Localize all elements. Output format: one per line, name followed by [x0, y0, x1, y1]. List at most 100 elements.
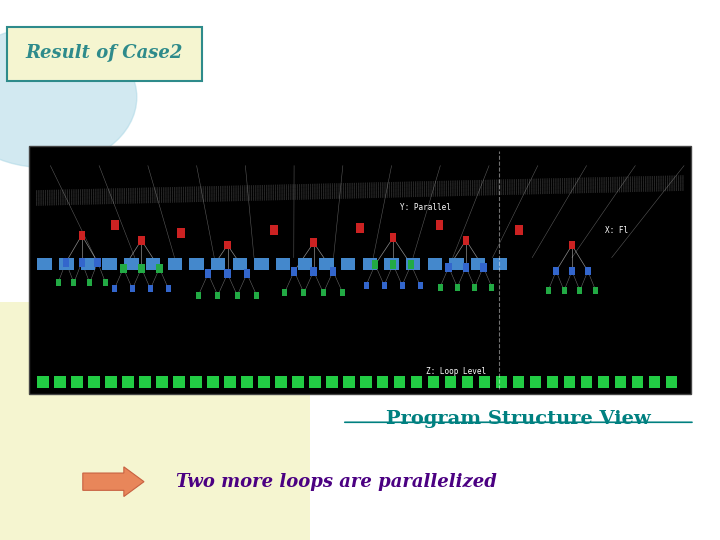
FancyBboxPatch shape [120, 264, 127, 273]
FancyBboxPatch shape [438, 284, 443, 291]
FancyBboxPatch shape [321, 289, 326, 296]
FancyBboxPatch shape [233, 258, 247, 270]
FancyBboxPatch shape [177, 228, 185, 238]
FancyBboxPatch shape [105, 376, 117, 388]
FancyBboxPatch shape [382, 282, 387, 289]
FancyBboxPatch shape [615, 376, 626, 388]
FancyBboxPatch shape [321, 289, 326, 296]
FancyBboxPatch shape [37, 376, 49, 388]
FancyBboxPatch shape [585, 267, 591, 275]
FancyBboxPatch shape [562, 287, 567, 294]
FancyBboxPatch shape [480, 263, 487, 272]
FancyBboxPatch shape [343, 376, 354, 388]
FancyBboxPatch shape [471, 258, 485, 270]
FancyBboxPatch shape [189, 258, 204, 270]
FancyBboxPatch shape [577, 287, 582, 294]
FancyBboxPatch shape [341, 258, 356, 270]
FancyBboxPatch shape [59, 258, 73, 270]
FancyBboxPatch shape [390, 233, 397, 242]
FancyBboxPatch shape [418, 282, 423, 289]
FancyBboxPatch shape [309, 376, 320, 388]
FancyBboxPatch shape [89, 376, 100, 388]
FancyBboxPatch shape [254, 292, 259, 299]
FancyBboxPatch shape [102, 258, 117, 270]
FancyBboxPatch shape [270, 225, 278, 235]
FancyBboxPatch shape [282, 289, 287, 296]
FancyBboxPatch shape [562, 287, 567, 294]
FancyBboxPatch shape [463, 236, 469, 245]
FancyBboxPatch shape [78, 231, 85, 240]
FancyArrow shape [83, 467, 144, 497]
FancyBboxPatch shape [166, 285, 171, 292]
FancyBboxPatch shape [569, 267, 575, 275]
FancyBboxPatch shape [241, 376, 253, 388]
FancyBboxPatch shape [363, 258, 377, 270]
FancyBboxPatch shape [569, 241, 575, 249]
FancyBboxPatch shape [593, 287, 598, 294]
FancyBboxPatch shape [665, 376, 677, 388]
FancyBboxPatch shape [326, 376, 338, 388]
FancyBboxPatch shape [411, 376, 423, 388]
FancyBboxPatch shape [496, 376, 508, 388]
FancyBboxPatch shape [276, 258, 290, 270]
FancyBboxPatch shape [428, 258, 442, 270]
FancyBboxPatch shape [190, 376, 202, 388]
FancyBboxPatch shape [63, 258, 69, 267]
FancyBboxPatch shape [400, 282, 405, 289]
FancyBboxPatch shape [330, 267, 336, 275]
FancyBboxPatch shape [87, 279, 92, 286]
FancyBboxPatch shape [130, 285, 135, 292]
FancyBboxPatch shape [225, 269, 230, 278]
FancyBboxPatch shape [446, 263, 452, 272]
FancyBboxPatch shape [310, 238, 317, 247]
FancyBboxPatch shape [390, 260, 397, 269]
FancyBboxPatch shape [138, 264, 145, 273]
FancyBboxPatch shape [146, 258, 161, 270]
FancyBboxPatch shape [302, 289, 307, 296]
FancyBboxPatch shape [530, 376, 541, 388]
FancyBboxPatch shape [275, 376, 287, 388]
FancyBboxPatch shape [577, 287, 582, 294]
Text: Y: Parallel: Y: Parallel [400, 204, 451, 212]
FancyBboxPatch shape [148, 285, 153, 292]
FancyBboxPatch shape [204, 269, 212, 278]
FancyBboxPatch shape [111, 220, 119, 230]
FancyBboxPatch shape [394, 376, 405, 388]
FancyBboxPatch shape [156, 264, 163, 273]
FancyBboxPatch shape [292, 376, 304, 388]
FancyBboxPatch shape [463, 263, 469, 272]
FancyBboxPatch shape [122, 376, 134, 388]
FancyBboxPatch shape [130, 285, 135, 292]
FancyBboxPatch shape [360, 376, 372, 388]
Text: X: Fl: X: Fl [605, 226, 629, 235]
Text: Two more loops are parallelized: Two more loops are parallelized [176, 472, 498, 491]
FancyBboxPatch shape [546, 376, 558, 388]
FancyBboxPatch shape [71, 279, 76, 286]
FancyBboxPatch shape [78, 258, 85, 267]
FancyBboxPatch shape [436, 220, 444, 230]
FancyBboxPatch shape [225, 241, 230, 249]
FancyBboxPatch shape [215, 292, 220, 299]
FancyBboxPatch shape [515, 225, 523, 235]
FancyBboxPatch shape [235, 292, 240, 299]
FancyBboxPatch shape [490, 284, 495, 291]
FancyBboxPatch shape [243, 269, 251, 278]
FancyBboxPatch shape [462, 376, 473, 388]
FancyBboxPatch shape [87, 279, 92, 286]
FancyBboxPatch shape [211, 258, 225, 270]
Text: Z: Loop Level: Z: Loop Level [426, 367, 487, 376]
FancyBboxPatch shape [406, 258, 420, 270]
FancyBboxPatch shape [492, 258, 507, 270]
FancyBboxPatch shape [408, 260, 415, 269]
FancyBboxPatch shape [455, 284, 460, 291]
FancyBboxPatch shape [94, 258, 101, 267]
Text: Result of Case2: Result of Case2 [26, 44, 183, 62]
Text: Program Structure View: Program Structure View [386, 409, 651, 428]
FancyBboxPatch shape [472, 284, 477, 291]
FancyBboxPatch shape [0, 302, 310, 540]
FancyBboxPatch shape [449, 258, 464, 270]
FancyBboxPatch shape [235, 292, 240, 299]
FancyBboxPatch shape [103, 279, 108, 286]
FancyBboxPatch shape [546, 287, 551, 294]
FancyBboxPatch shape [112, 285, 117, 292]
